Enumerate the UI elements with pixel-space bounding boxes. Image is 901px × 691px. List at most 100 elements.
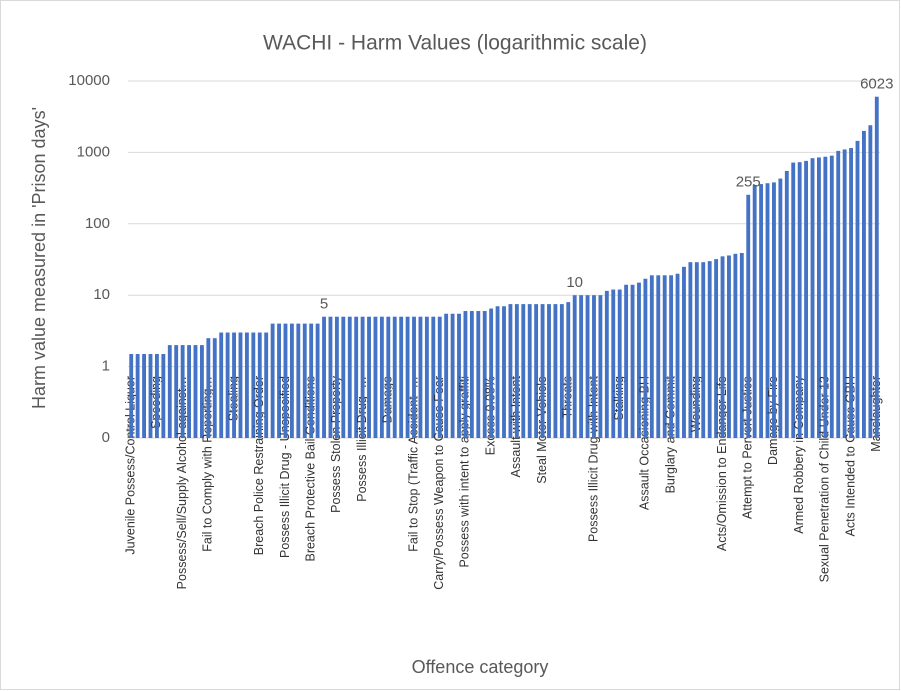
bar — [849, 148, 854, 439]
data-label: 6023 — [860, 76, 893, 93]
bar — [219, 332, 224, 438]
bar — [167, 345, 172, 438]
bar — [322, 316, 326, 438]
bar — [386, 316, 391, 438]
bar — [592, 295, 596, 438]
bar — [482, 311, 487, 438]
bar — [328, 316, 333, 438]
x-tick-label: Armed Robbery in Company — [792, 375, 806, 533]
y-tick-label: 1000 — [77, 143, 110, 160]
x-tick-label: Assault Occasioning BH — [638, 376, 652, 510]
bar — [302, 323, 307, 438]
bar — [759, 184, 764, 438]
bar — [682, 266, 686, 438]
bar — [187, 345, 191, 438]
data-label: 5 — [320, 296, 328, 313]
bar — [270, 323, 275, 438]
bar — [778, 178, 783, 438]
bar — [688, 262, 693, 438]
bar — [598, 295, 603, 438]
bar — [823, 156, 828, 438]
x-tick-label: Acts/Omission to Endanger Life — [715, 376, 729, 551]
x-tick-label: Sexual Penetration of Child Under 13 — [818, 376, 832, 582]
bar — [142, 354, 146, 438]
x-tick-label: Attempt to Pervert Justice — [741, 376, 755, 519]
bar — [547, 304, 551, 438]
bar — [868, 125, 873, 438]
bar — [733, 253, 738, 438]
bar — [489, 308, 494, 438]
bar — [257, 332, 262, 438]
data-label: 255 — [736, 174, 761, 191]
bar — [514, 304, 519, 438]
bar — [791, 162, 796, 438]
bar — [341, 316, 346, 438]
bar — [752, 184, 757, 438]
bar — [244, 332, 249, 438]
bar — [495, 306, 500, 438]
bar — [289, 323, 294, 438]
bar — [251, 332, 256, 438]
bar — [502, 306, 506, 438]
bar — [836, 150, 841, 438]
bar — [264, 332, 269, 438]
x-tick-label: Possess with intent to apply graffiti — [458, 376, 472, 568]
bar — [765, 183, 770, 438]
bar — [199, 345, 204, 438]
bar — [238, 332, 243, 438]
bar — [662, 275, 667, 438]
bar — [399, 316, 404, 438]
bar — [180, 345, 185, 438]
x-tick-label: Breach Police Restraining Order — [252, 376, 266, 555]
bar — [604, 290, 609, 438]
x-tick-label: Fail to Stop (Traffic Accident -… — [406, 376, 420, 552]
bar — [874, 96, 879, 438]
bar — [617, 289, 622, 438]
bar — [309, 323, 314, 438]
bar — [643, 278, 648, 438]
x-tick-label: Possess Illicit Drug -… — [355, 376, 369, 502]
bar — [412, 316, 416, 438]
bar — [521, 304, 526, 438]
bar — [450, 313, 455, 438]
data-label: 10 — [566, 274, 583, 291]
x-tick-label: Juvenile Possess/Control Liquor — [124, 376, 138, 555]
bar — [707, 261, 712, 438]
bar — [817, 157, 821, 438]
y-tick-label: 100 — [85, 215, 110, 232]
x-tick-label: Possess/Sell/Supply Alcohol against… — [175, 376, 189, 589]
bar — [469, 311, 474, 438]
bar — [862, 130, 866, 438]
bar — [379, 316, 384, 438]
bar — [810, 158, 815, 438]
x-tick-label: Acts Intended to Cause GBH — [843, 376, 857, 537]
bar — [534, 304, 539, 438]
bar — [553, 304, 558, 438]
bar — [727, 255, 731, 438]
bar — [566, 302, 571, 438]
bar — [367, 316, 371, 438]
bar — [424, 316, 429, 438]
bar — [334, 316, 339, 438]
bar — [296, 323, 301, 438]
bar — [701, 262, 706, 438]
bar — [392, 316, 397, 438]
bar — [315, 323, 320, 438]
bar — [232, 332, 236, 438]
y-tick-label: 10 — [93, 286, 110, 303]
bar — [630, 284, 635, 438]
bar — [360, 316, 365, 438]
bar — [559, 304, 564, 438]
bar — [804, 160, 809, 438]
bar — [746, 194, 751, 438]
x-axis-label: Offence category — [412, 657, 549, 677]
bar — [829, 155, 834, 438]
bar — [457, 313, 461, 438]
bar — [444, 313, 449, 438]
bar — [572, 295, 577, 438]
bar — [135, 354, 140, 438]
bar — [714, 259, 719, 438]
bar — [418, 316, 423, 438]
